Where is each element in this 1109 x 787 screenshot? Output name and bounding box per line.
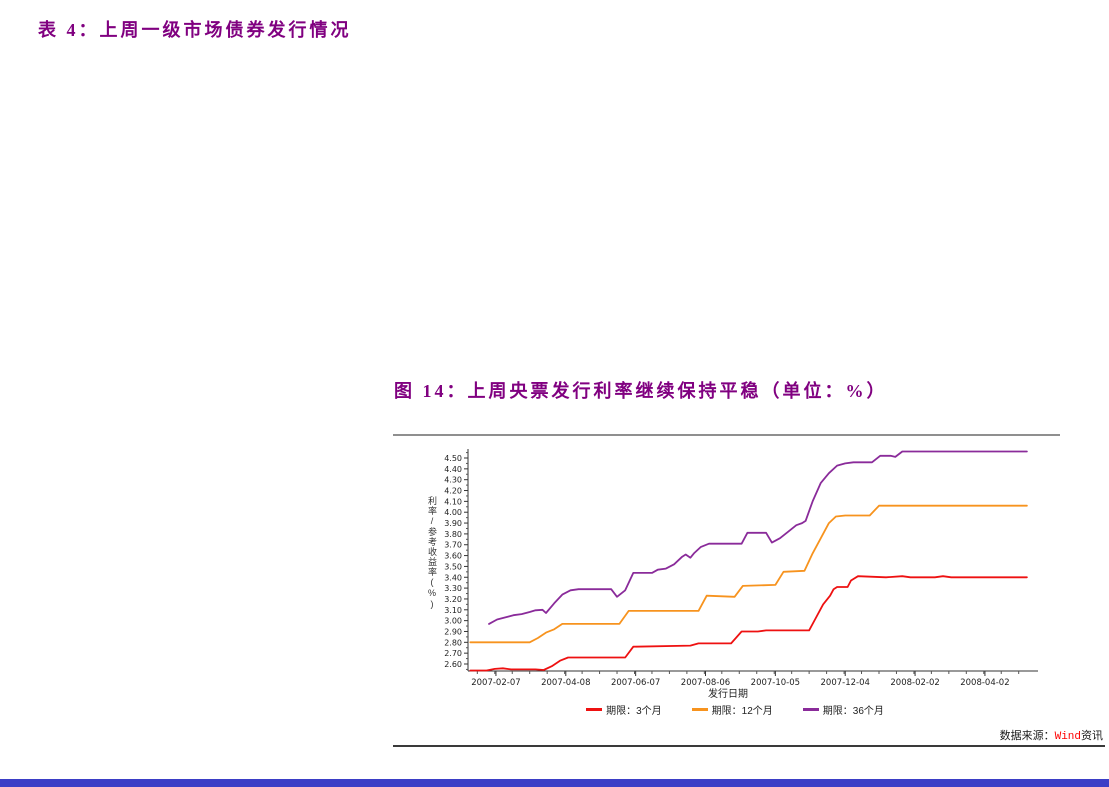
legend: 期限：3个月 期限：12个月 期限：36个月 xyxy=(468,702,1002,717)
y-tick-label: 3.20 xyxy=(444,595,462,604)
data-source-caption: 数据来源：Wind资讯 xyxy=(393,728,1105,747)
y-tick-label: 4.00 xyxy=(444,508,462,517)
legend-item-12m: 期限：12个月 xyxy=(691,702,773,717)
x-tick-label: 2007-12-04 xyxy=(821,678,870,688)
y-tick-label: 2.70 xyxy=(444,649,462,658)
y-tick-label: 3.70 xyxy=(444,541,462,550)
legend-swatch-36m xyxy=(802,708,819,711)
legend-label-3m: 期限：3个月 xyxy=(606,706,662,717)
series-line-2 xyxy=(488,450,1028,625)
wind-brand: Wind xyxy=(1054,731,1081,743)
x-tick-label: 2008-04-02 xyxy=(960,678,1009,688)
y-tick-label: 4.50 xyxy=(444,454,462,463)
legend-swatch-12m xyxy=(691,708,708,711)
line-chart-svg: 2.60 2.70 2.80 2.903.00 3.10 3.20 3.30 3.40 3.50… xyxy=(444,449,1038,700)
y-tick-label: 4.10 xyxy=(444,497,462,506)
figure-caption: 图 14：上周央票发行利率继续保持平稳（单位：%） xyxy=(394,381,888,401)
y-tick-label: 4.30 xyxy=(444,476,462,485)
y-tick-label: 3.50 xyxy=(444,562,462,571)
legend-label-12m: 期限：12个月 xyxy=(711,706,773,717)
y-tick-label: 3.80 xyxy=(444,530,462,539)
x-tick-label: 2007-10-05 xyxy=(751,678,800,688)
y-tick-label: 3.10 xyxy=(444,606,462,615)
y-tick-label: 3.40 xyxy=(444,573,462,582)
x-tick-label: 2007-06-07 xyxy=(611,678,660,688)
y-tick-label: 3.90 xyxy=(444,519,462,528)
x-tick-label: 2007-08-06 xyxy=(681,678,730,688)
table-caption: 表 4：上周一级市场债券发行情况 xyxy=(38,20,352,40)
y-tick-label: 4.40 xyxy=(444,465,462,474)
legend-item-3m: 期限：3个月 xyxy=(586,702,662,717)
y-tick-label: 4.20 xyxy=(444,487,462,496)
y-tick-label: 2.90 xyxy=(444,627,462,636)
y-tick-label: 2.80 xyxy=(444,638,462,647)
y-tick-label: 2.60 xyxy=(444,660,462,669)
figure-container: 2.60 2.70 2.80 2.90 3.00 3.10 3.20 3.30 3.40 3.50… xyxy=(393,434,1105,747)
y-tick-label: 3.30 xyxy=(444,584,462,593)
y-tick-label: 3.00 xyxy=(444,617,462,626)
bottom-blue-bar xyxy=(0,779,1109,787)
data-source-suffix: 资讯 xyxy=(1081,730,1103,742)
x-tick-label: 2007-02-07 xyxy=(471,678,520,688)
legend-label-36m: 期限：36个月 xyxy=(822,706,884,717)
x-tick-label: 2008-02-02 xyxy=(890,678,939,688)
chart-image: 2.60 2.70 2.80 2.90 3.00 3.10 3.20 3.30 3.40 3.50… xyxy=(393,434,1060,728)
x-axis-label: 发行日期 xyxy=(708,687,748,700)
y-tick-label: 3.60 xyxy=(444,552,462,561)
series-line-0 xyxy=(469,575,1028,672)
y-axis-label: 利率/参考收益率(%) xyxy=(427,496,437,610)
legend-swatch-3m xyxy=(586,708,603,711)
legend-item-36m: 期限：36个月 xyxy=(802,702,884,717)
data-source-label: 数据来源： xyxy=(999,730,1055,742)
series-line-1 xyxy=(469,504,1028,644)
x-tick-label: 2007-04-08 xyxy=(541,678,590,688)
